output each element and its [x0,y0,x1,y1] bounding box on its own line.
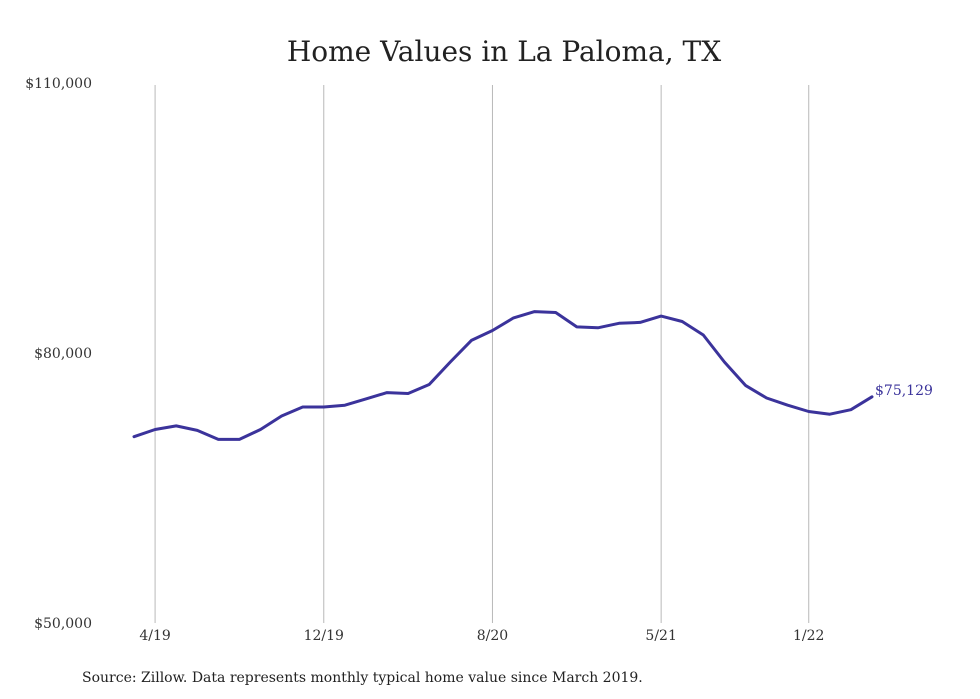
x-axis-ticks: 4/19 12/19 8/20 5/21 1/22 [139,628,824,644]
x-tick-label: 1/22 [793,628,824,644]
end-value-label: $75,129 [875,383,933,399]
y-tick-label: $80,000 [34,346,92,362]
y-axis-ticks: $110,000 $80,000 $50,000 [25,76,92,632]
x-tick-label: 5/21 [645,628,676,644]
x-tick-label: 4/19 [139,628,170,644]
series-layer [132,310,874,441]
y-tick-label: $110,000 [25,76,92,92]
chart-title: Home Values in La Paloma, TX [287,35,721,68]
y-tick-label: $50,000 [34,616,92,632]
series-line [132,310,874,441]
source-note: Source: Zillow. Data represents monthly … [82,670,643,686]
grid [154,85,810,623]
x-tick-label: 12/19 [304,628,344,644]
x-tick-label: 8/20 [477,628,508,644]
